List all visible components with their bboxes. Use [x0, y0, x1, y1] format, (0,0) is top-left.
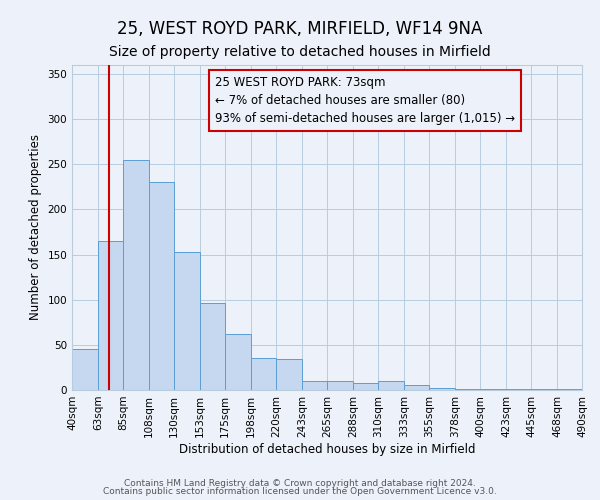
Bar: [251, 358, 276, 390]
Bar: [557, 389, 582, 390]
Text: 25, WEST ROYD PARK, MIRFIELD, WF14 9NA: 25, WEST ROYD PARK, MIRFIELD, WF14 9NA: [118, 20, 482, 38]
Bar: [123, 160, 149, 390]
Bar: [72, 350, 98, 390]
Text: 25 WEST ROYD PARK: 73sqm
← 7% of detached houses are smaller (80)
93% of semi-de: 25 WEST ROYD PARK: 73sqm ← 7% of detache…: [215, 76, 515, 126]
Text: Contains public sector information licensed under the Open Government Licence v3: Contains public sector information licen…: [103, 487, 497, 496]
Bar: [276, 360, 302, 390]
Bar: [327, 381, 353, 390]
Bar: [455, 389, 480, 390]
X-axis label: Distribution of detached houses by size in Mirfield: Distribution of detached houses by size …: [179, 442, 475, 456]
Text: Size of property relative to detached houses in Mirfield: Size of property relative to detached ho…: [109, 45, 491, 59]
Bar: [429, 388, 455, 390]
Bar: [404, 386, 429, 390]
Bar: [98, 241, 123, 390]
Bar: [225, 334, 251, 390]
Bar: [378, 381, 404, 390]
Bar: [353, 383, 378, 390]
Bar: [531, 389, 557, 390]
Bar: [174, 252, 200, 390]
Bar: [480, 389, 506, 390]
Bar: [302, 381, 327, 390]
Bar: [200, 304, 225, 390]
Y-axis label: Number of detached properties: Number of detached properties: [29, 134, 42, 320]
Bar: [149, 182, 174, 390]
Bar: [506, 389, 531, 390]
Text: Contains HM Land Registry data © Crown copyright and database right 2024.: Contains HM Land Registry data © Crown c…: [124, 478, 476, 488]
